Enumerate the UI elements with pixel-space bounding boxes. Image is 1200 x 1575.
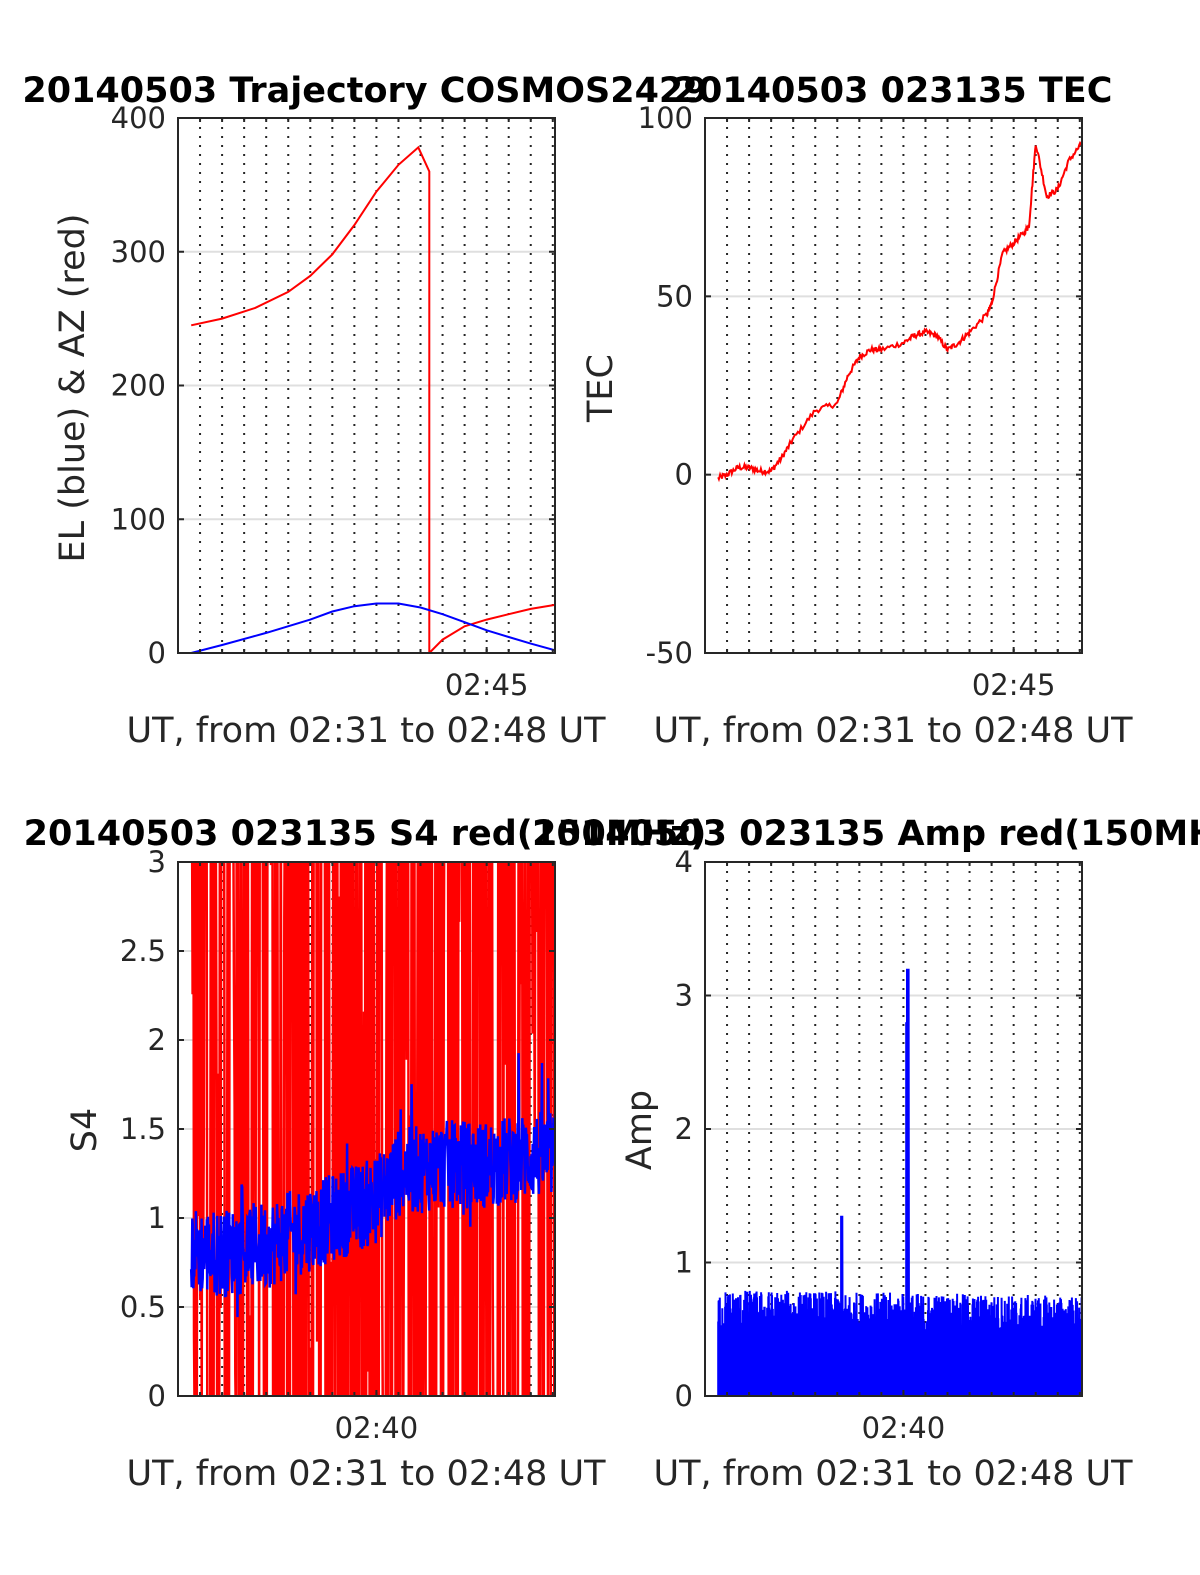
x-tick-label: 02:40 <box>862 1411 946 1445</box>
axes-frame <box>704 117 1083 654</box>
y-tick-label: 100 <box>638 101 693 135</box>
tec-ylabel: TEC <box>581 354 621 423</box>
y-tick-label: 3 <box>675 979 693 1013</box>
amp-panel: 20140503 023135 Amp red(150MHz) UT, from… <box>532 814 1200 1494</box>
y-tick-label: 100 <box>111 502 166 536</box>
plot-data <box>190 145 555 653</box>
s4-panel: 20140503 023135 S4 red(150MHz) UT, from … <box>24 814 707 1494</box>
blue-series-line <box>717 968 1082 1396</box>
y-tick-label: 400 <box>111 101 166 135</box>
y-tick-label: 200 <box>111 369 166 403</box>
plot-data <box>717 968 1082 1396</box>
tec-xlabel: UT, from 02:31 to 02:48 UT <box>653 711 1133 751</box>
s4-title: 20140503 023135 S4 red(150MHz) <box>24 814 707 854</box>
amp-xlabel: UT, from 02:31 to 02:48 UT <box>653 1454 1133 1494</box>
y-tick-label: 50 <box>656 279 693 313</box>
x-tick-label: 02:40 <box>335 1411 419 1445</box>
amp-ylabel: Amp <box>620 1090 660 1170</box>
y-tick-label: 4 <box>675 845 693 879</box>
y-tick-label: 0 <box>148 636 166 670</box>
y-tick-label: 1.5 <box>120 1112 166 1146</box>
y-tick-label: 1 <box>675 1246 693 1280</box>
s4-xlabel: UT, from 02:31 to 02:48 UT <box>126 1454 606 1494</box>
plot-data <box>717 140 1082 483</box>
y-tick-label: 3 <box>148 845 166 879</box>
red-series-line <box>190 862 555 1396</box>
y-tick-label: 2 <box>148 1023 166 1057</box>
blue-series-line <box>189 1053 555 1318</box>
amp-title: 20140503 023135 Amp red(150MHz) <box>532 814 1200 854</box>
y-tick-label: 0 <box>675 458 693 492</box>
y-tick-label: 300 <box>111 235 166 269</box>
tec-title: 20140503 023135 TEC <box>674 71 1113 111</box>
y-tick-label: -50 <box>646 636 693 670</box>
tec-panel: 20140503 023135 TEC UT, from 02:31 to 02… <box>581 71 1133 751</box>
blue-series-line <box>190 602 555 653</box>
trajectory-title: 20140503 Trajectory COSMOS2429 <box>22 71 707 111</box>
plot-data <box>189 862 555 1396</box>
y-tick-label: 2 <box>675 1112 693 1146</box>
y-tick-label: 1 <box>148 1201 166 1235</box>
y-tick-label: 0.5 <box>120 1290 166 1324</box>
x-tick-label: 02:45 <box>972 668 1056 702</box>
s4-ylabel: S4 <box>65 1108 105 1153</box>
red-series-line <box>190 145 555 653</box>
y-tick-label: 2.5 <box>120 934 166 968</box>
x-tick-label: 02:45 <box>445 668 529 702</box>
trajectory-xlabel: UT, from 02:31 to 02:48 UT <box>126 711 606 751</box>
trajectory-panel: 20140503 Trajectory COSMOS2429 UT, from … <box>22 71 707 751</box>
y-tick-label: 0 <box>148 1379 166 1413</box>
red-series-line <box>717 140 1082 483</box>
y-tick-label: 0 <box>675 1379 693 1413</box>
trajectory-ylabel: EL (blue) & AZ (red) <box>53 214 93 563</box>
